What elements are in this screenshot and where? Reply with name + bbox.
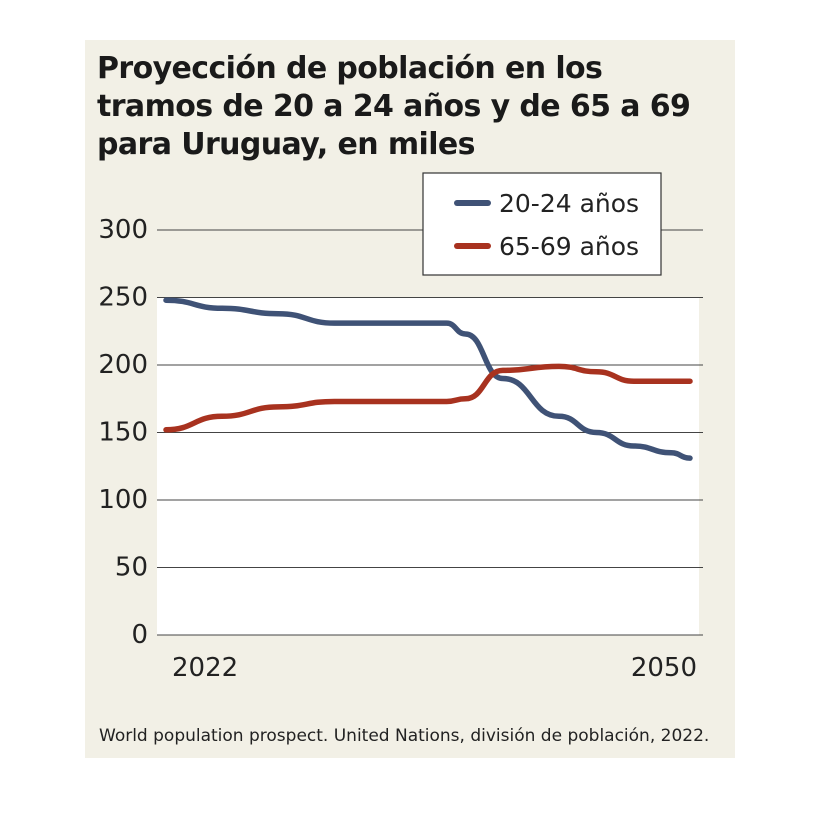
x-tick-label-end: 2050 <box>631 653 697 683</box>
series-line-20-24 <box>163 297 693 461</box>
legend-label-20-24: 20-24 años <box>499 189 639 218</box>
source-note: World population prospect. United Nation… <box>99 726 710 746</box>
y-tick-label-150: 150 <box>98 418 148 448</box>
y-tick-label-250: 250 <box>98 283 148 313</box>
plot-background <box>157 297 699 635</box>
series-line-65-69 <box>163 363 693 433</box>
x-tick-label-start: 2022 <box>172 653 238 683</box>
y-tick-label-200: 200 <box>98 350 148 380</box>
y-tick-label-300: 300 <box>98 215 148 245</box>
y-tick-label-0: 0 <box>131 620 148 650</box>
chart-title: Proyección de población en los tramos de… <box>97 51 691 162</box>
y-tick-label-100: 100 <box>98 485 148 515</box>
y-tick-label-50: 50 <box>115 553 148 583</box>
legend-box <box>422 172 662 276</box>
legend-label-65-69: 65-69 años <box>499 232 639 261</box>
